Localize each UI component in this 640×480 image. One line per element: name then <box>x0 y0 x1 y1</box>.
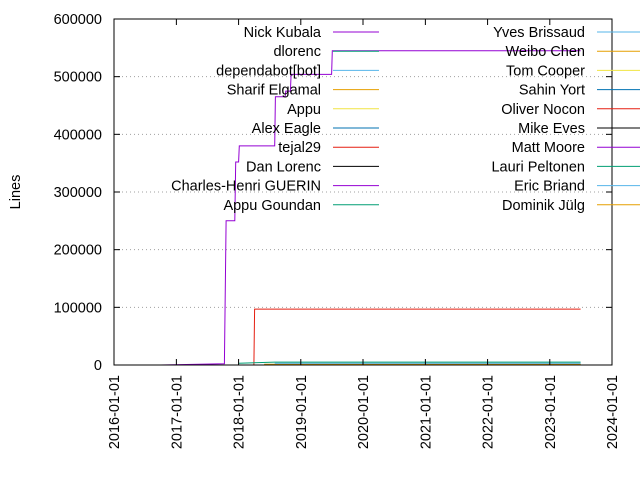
legend-label: Dominik Jülg <box>502 198 585 214</box>
x-tick-label: 2022-01-01 <box>481 375 497 449</box>
y-tick-label: 0 <box>94 358 102 374</box>
legend-label: Appu <box>287 102 321 118</box>
x-tick-label: 2020-01-01 <box>356 375 372 449</box>
x-tick-label: 2019-01-01 <box>294 375 310 449</box>
x-tick-label: 2024-01-01 <box>605 375 621 449</box>
series-line <box>248 308 581 366</box>
legend-label: Dan Lorenc <box>246 159 321 175</box>
x-axis: 2016-01-01 2017-01-01 2018-01-01 2019-01-01… <box>107 19 621 449</box>
legend-entry: Appu Goundan <box>223 198 379 214</box>
series-line <box>160 50 581 366</box>
legend-label: Lauri Peltonen <box>491 159 585 175</box>
legend-label: dependabot[bot] <box>216 63 321 79</box>
series-line <box>238 361 581 364</box>
legend-entry: Sharif Elgamal <box>227 83 379 99</box>
legend-entry: Oliver Nocon <box>501 102 640 118</box>
legend-entry: dlorenc <box>273 44 379 60</box>
legend: Nick Kubala dlorenc dependabot[bot] Sharif … <box>171 25 640 214</box>
x-tick-label: 2017-01-01 <box>169 375 185 449</box>
legend-entry: Yves Brissaud <box>493 25 640 41</box>
legend-label: Nick Kubala <box>244 25 322 41</box>
legend-entry: Dominik Jülg <box>502 198 640 214</box>
legend-label: Sahin Yort <box>519 83 585 99</box>
legend-entry: tejal29 <box>278 140 379 156</box>
legend-label: Matt Moore <box>512 140 585 156</box>
x-tick-label: 2021-01-01 <box>418 375 434 449</box>
legend-entry: Charles-Henri GUERIN <box>171 179 379 195</box>
y-tick-label: 300000 <box>54 185 102 201</box>
legend-label: Appu Goundan <box>223 198 321 214</box>
y-tick-label: 600000 <box>54 12 102 28</box>
legend-label: Sharif Elgamal <box>227 83 321 99</box>
legend-entry: Matt Moore <box>512 140 640 156</box>
x-tick-label: 2023-01-01 <box>543 375 559 449</box>
legend-entry: Dan Lorenc <box>246 159 379 175</box>
legend-label: Tom Cooper <box>506 63 585 79</box>
y-tick-label: 500000 <box>54 70 102 86</box>
legend-label: Charles-Henri GUERIN <box>171 179 321 195</box>
legend-label: Mike Eves <box>518 121 585 137</box>
legend-label: dlorenc <box>273 44 321 60</box>
y-axis-label: Lines <box>8 175 24 210</box>
legend-entry: Nick Kubala <box>244 25 379 41</box>
legend-entry: Weibo Chen <box>505 44 640 60</box>
x-tick-label: 2016-01-01 <box>107 375 123 449</box>
y-tick-label: 100000 <box>54 300 102 316</box>
legend-entry: Mike Eves <box>518 121 640 137</box>
y-axis: 0 100000 200000 300000 400000 500000 600000 <box>54 12 612 374</box>
legend-entry: Lauri Peltonen <box>491 159 640 175</box>
legend-label: Weibo Chen <box>505 44 585 60</box>
grid-lines <box>114 76 612 308</box>
legend-entry: Appu <box>287 102 379 118</box>
y-tick-label: 200000 <box>54 243 102 259</box>
legend-entry: Tom Cooper <box>506 63 640 79</box>
legend-entry: Alex Eagle <box>252 121 379 137</box>
legend-entry: Sahin Yort <box>519 83 640 99</box>
legend-label: Oliver Nocon <box>501 102 585 118</box>
legend-label: tejal29 <box>278 140 321 156</box>
legend-label: Eric Briand <box>514 179 585 195</box>
legend-label: Alex Eagle <box>252 121 321 137</box>
legend-entry: Eric Briand <box>514 179 640 195</box>
legend-entry: dependabot[bot] <box>216 63 379 79</box>
x-tick-label: 2018-01-01 <box>232 375 248 449</box>
legend-label: Yves Brissaud <box>493 25 585 41</box>
y-tick-label: 400000 <box>54 127 102 143</box>
